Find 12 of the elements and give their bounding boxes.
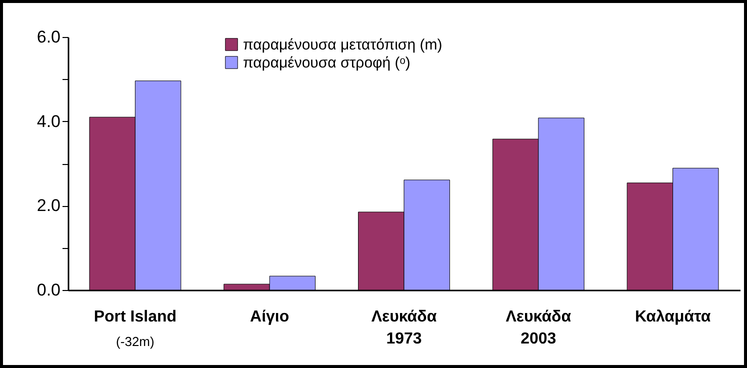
- x-tick-label: Αίγιο: [250, 308, 290, 326]
- legend-label: παραμένουσα στροφή (ᵒ): [243, 54, 410, 72]
- x-tick-label: Καλαμάτα: [634, 308, 711, 326]
- x-tick-label: Λευκάδα 1973: [371, 308, 437, 348]
- text: (-32m): [116, 334, 154, 349]
- y-tick-label: 6.0: [36, 28, 60, 46]
- y-tick-label: 4.0: [36, 112, 60, 131]
- y-tick-label: 0.0: [36, 280, 60, 300]
- legend-label: παραμένουσα μετατόπιση (m): [243, 36, 442, 54]
- y-tick-label: 2.0: [36, 196, 60, 216]
- x-tick-label: Λευκάδα 2003: [506, 308, 572, 348]
- x-tick-label: Port Island: [94, 308, 177, 326]
